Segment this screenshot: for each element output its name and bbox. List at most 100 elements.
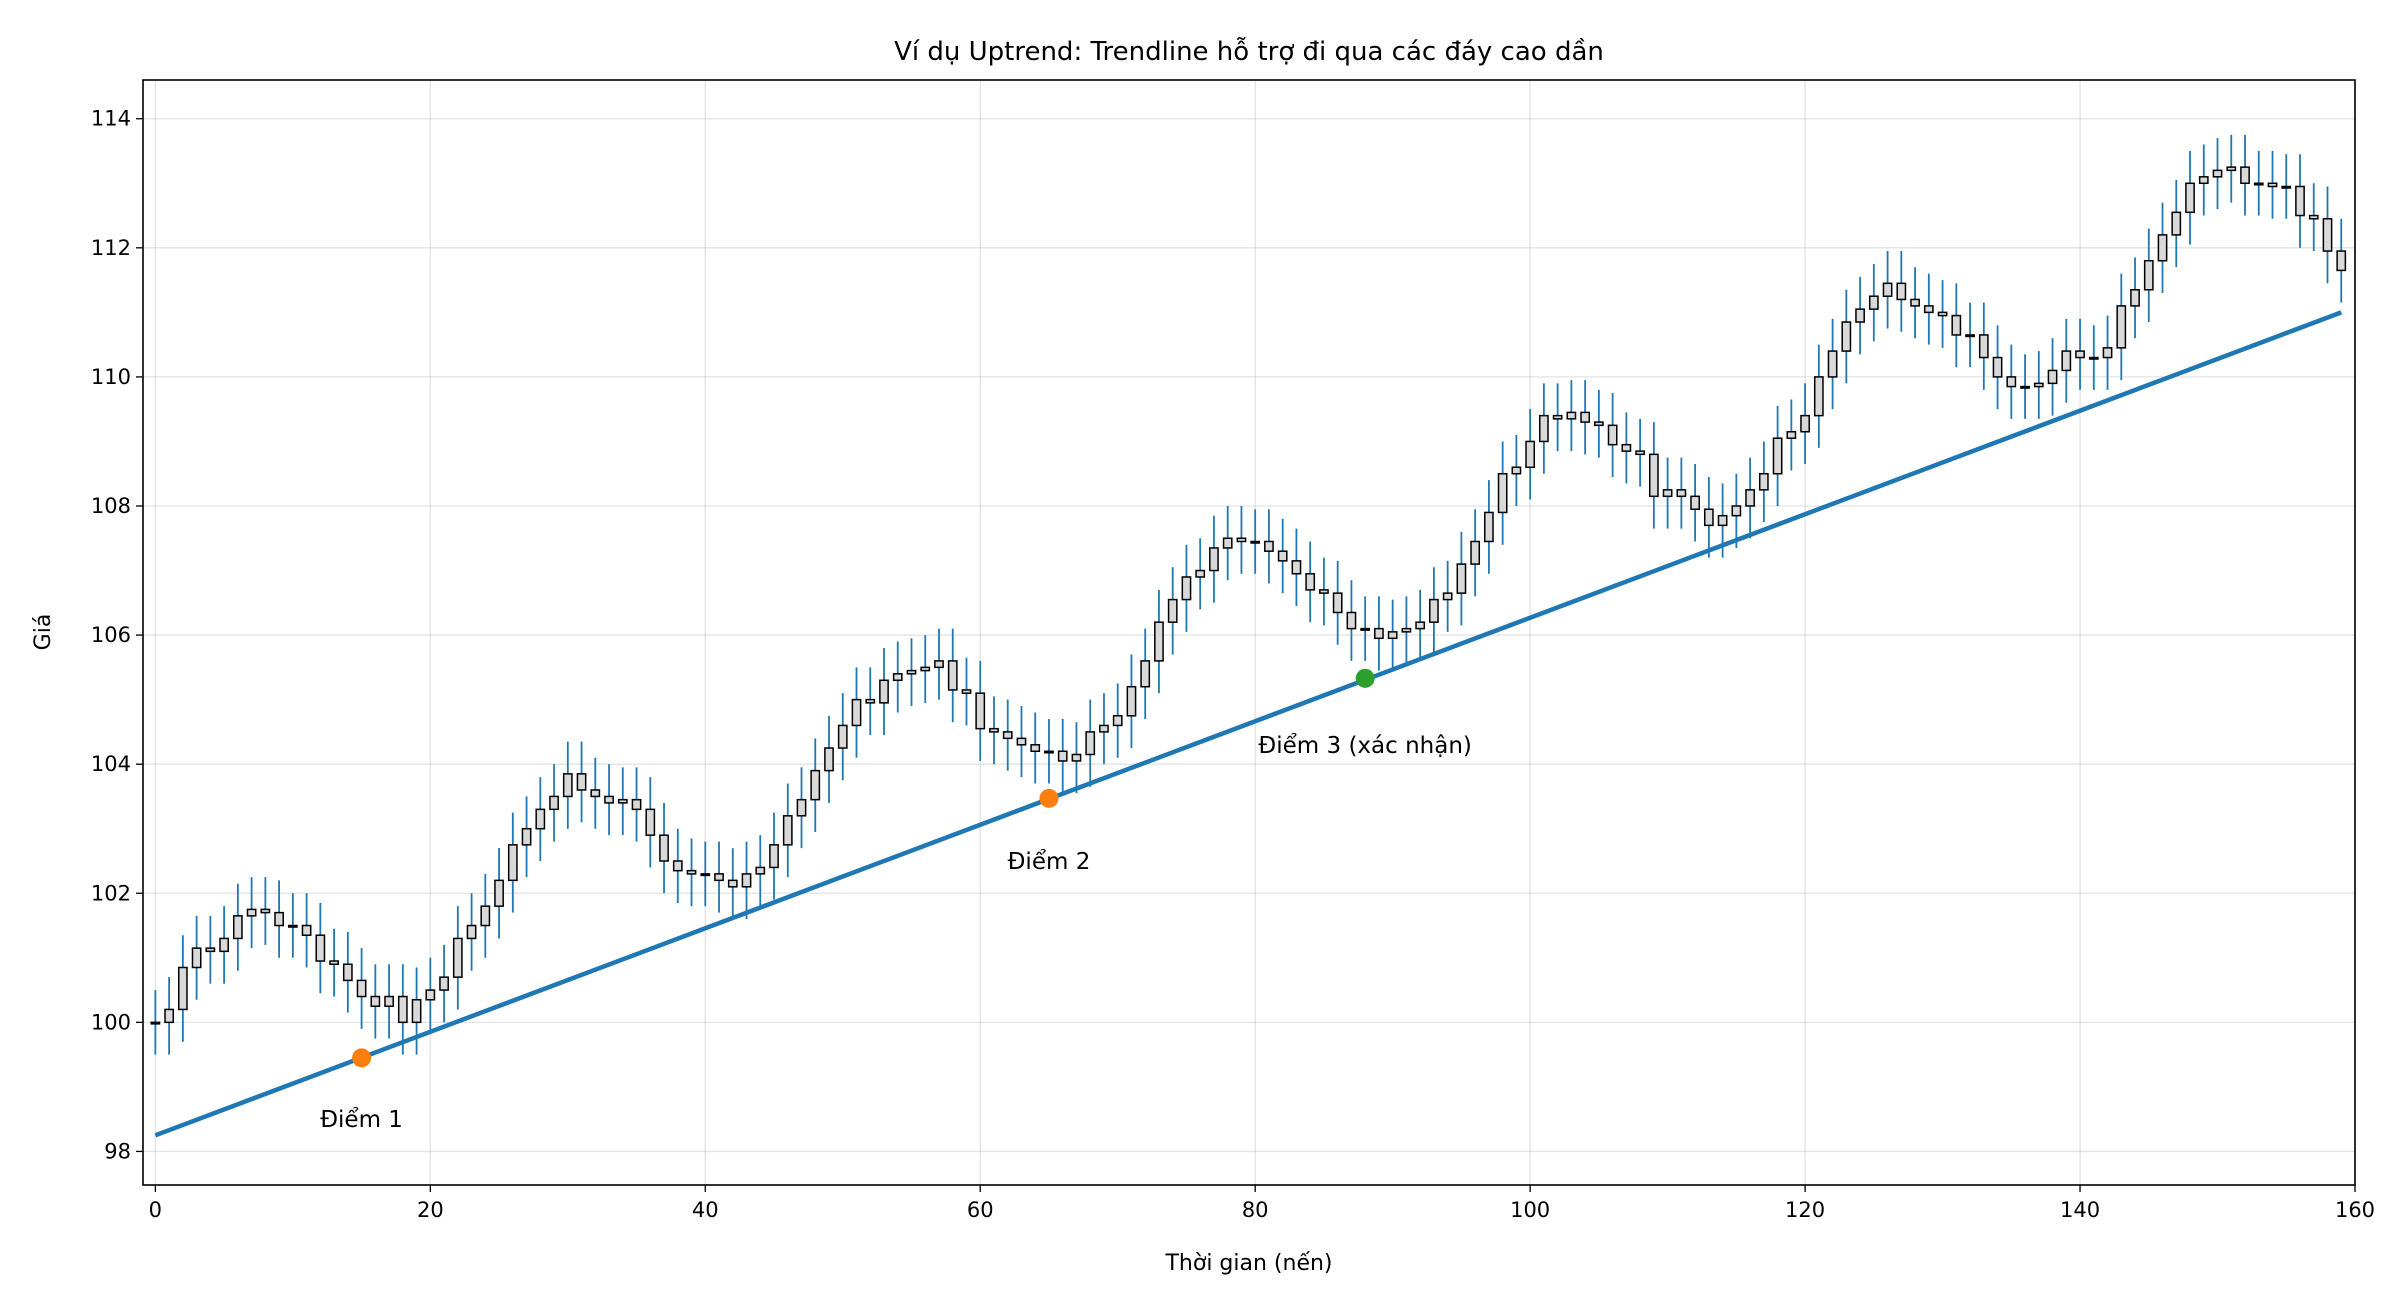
candle-body xyxy=(1786,431,1797,439)
x-axis-label: Thời gian (nến) xyxy=(1164,1251,1332,1276)
candle-body xyxy=(1085,731,1096,756)
trendline-touch-point xyxy=(1039,788,1059,808)
candle-body xyxy=(1717,514,1728,527)
candle-body xyxy=(2130,289,2140,307)
candle-body xyxy=(2253,182,2264,186)
candle-body xyxy=(232,915,243,940)
candle-body xyxy=(2185,182,2195,214)
candle-body xyxy=(1264,540,1274,552)
candle-body xyxy=(947,660,958,691)
candle-body xyxy=(466,924,477,940)
candle-body xyxy=(1690,495,1700,510)
trendline-touch-point xyxy=(352,1048,372,1068)
candle-body xyxy=(1676,489,1687,498)
candle-body xyxy=(1855,308,1865,323)
candle-body xyxy=(205,947,216,953)
candle-body xyxy=(1071,753,1082,762)
candle-body xyxy=(590,789,601,798)
y-tick-label: 106 xyxy=(91,623,131,647)
candle-body xyxy=(2047,369,2058,385)
candle-body xyxy=(1648,453,1659,498)
candle-body xyxy=(1401,627,1412,633)
candle-body xyxy=(287,924,298,928)
candle-body xyxy=(2157,234,2168,262)
candle-body xyxy=(452,937,463,978)
candles xyxy=(150,134,2347,1055)
chart-title: Ví dụ Uptrend: Trendline hỗ trợ đi qua c… xyxy=(894,36,1604,67)
candle-body xyxy=(356,979,367,998)
candle-body xyxy=(1896,282,1907,301)
candle-body xyxy=(1566,411,1577,420)
candle-body xyxy=(892,673,903,682)
candle-body xyxy=(1868,295,1879,310)
candle-body xyxy=(659,834,669,862)
x-tick-label: 60 xyxy=(967,1198,994,1222)
candle-body xyxy=(906,669,917,675)
candle-body xyxy=(315,934,326,962)
candle-body xyxy=(2322,218,2333,252)
candle-body xyxy=(439,976,449,991)
candle-body xyxy=(370,995,381,1007)
candle-body xyxy=(2308,214,2319,220)
candle-body xyxy=(1525,440,1536,469)
candle-body xyxy=(2033,382,2044,388)
x-tick-label: 80 xyxy=(1242,1198,1269,1222)
candle-body xyxy=(989,727,999,733)
candle-body xyxy=(934,660,944,669)
candle-body xyxy=(865,698,876,704)
plot-frame xyxy=(142,79,2356,1186)
y-tick-label: 114 xyxy=(91,107,131,131)
candle-body xyxy=(2116,305,2127,349)
candle-body xyxy=(1635,450,1645,456)
candle-body xyxy=(342,963,353,982)
candle-body xyxy=(2226,166,2237,172)
candle-body xyxy=(810,769,821,801)
candle-body xyxy=(1992,356,2003,378)
candle-body xyxy=(1209,547,1219,572)
candle-body xyxy=(837,724,848,749)
candle-body xyxy=(1387,631,1398,640)
candle-body xyxy=(535,808,546,830)
candle-body xyxy=(480,905,491,927)
candle-body xyxy=(2143,259,2154,291)
axis-ticks: 0 20 40 60 80 100 120 140 160 98 100 102 104 106 108 11… xyxy=(91,107,2375,1222)
candle-body xyxy=(1552,414,1563,420)
y-tick-label: 102 xyxy=(91,881,131,905)
candle-body xyxy=(617,798,628,804)
y-tick-label: 112 xyxy=(91,236,131,260)
candle-body xyxy=(549,795,559,811)
candle-body xyxy=(961,689,972,694)
candle-body xyxy=(1951,314,1962,336)
x-tick-label: 20 xyxy=(417,1198,444,1222)
point-label: Điểm 3 (xác nhận) xyxy=(1258,733,1471,759)
candle-body xyxy=(1978,334,1989,359)
candle-body xyxy=(1099,724,1109,733)
candle-body xyxy=(727,879,738,888)
candle-body xyxy=(1181,576,1192,601)
candle-body xyxy=(1291,560,1302,575)
candle-body xyxy=(645,808,656,836)
candle-body xyxy=(2212,169,2223,178)
candle-body xyxy=(1167,598,1178,623)
candle-body xyxy=(562,773,573,798)
candle-body xyxy=(782,815,793,846)
candle-body xyxy=(411,999,422,1024)
candle-body xyxy=(521,827,532,846)
candle-body xyxy=(2075,350,2085,359)
candle-body xyxy=(2088,356,2099,360)
candle-body xyxy=(1442,592,1453,601)
candle-body xyxy=(1016,737,1027,746)
point-label: Điểm 1 xyxy=(320,1107,403,1133)
trendline-touch-point xyxy=(1355,668,1375,688)
x-tick-label: 160 xyxy=(2335,1198,2375,1222)
candle-body xyxy=(329,960,339,966)
candle-body xyxy=(1937,311,1948,317)
candle-body xyxy=(2336,250,2347,272)
candle-body xyxy=(851,698,862,727)
candle-body xyxy=(164,1008,174,1024)
candle-body xyxy=(1594,421,1604,427)
candle-body xyxy=(1800,414,1810,433)
candle-body xyxy=(1484,511,1494,543)
candle-body xyxy=(1772,437,1783,475)
candle-body xyxy=(769,844,779,869)
